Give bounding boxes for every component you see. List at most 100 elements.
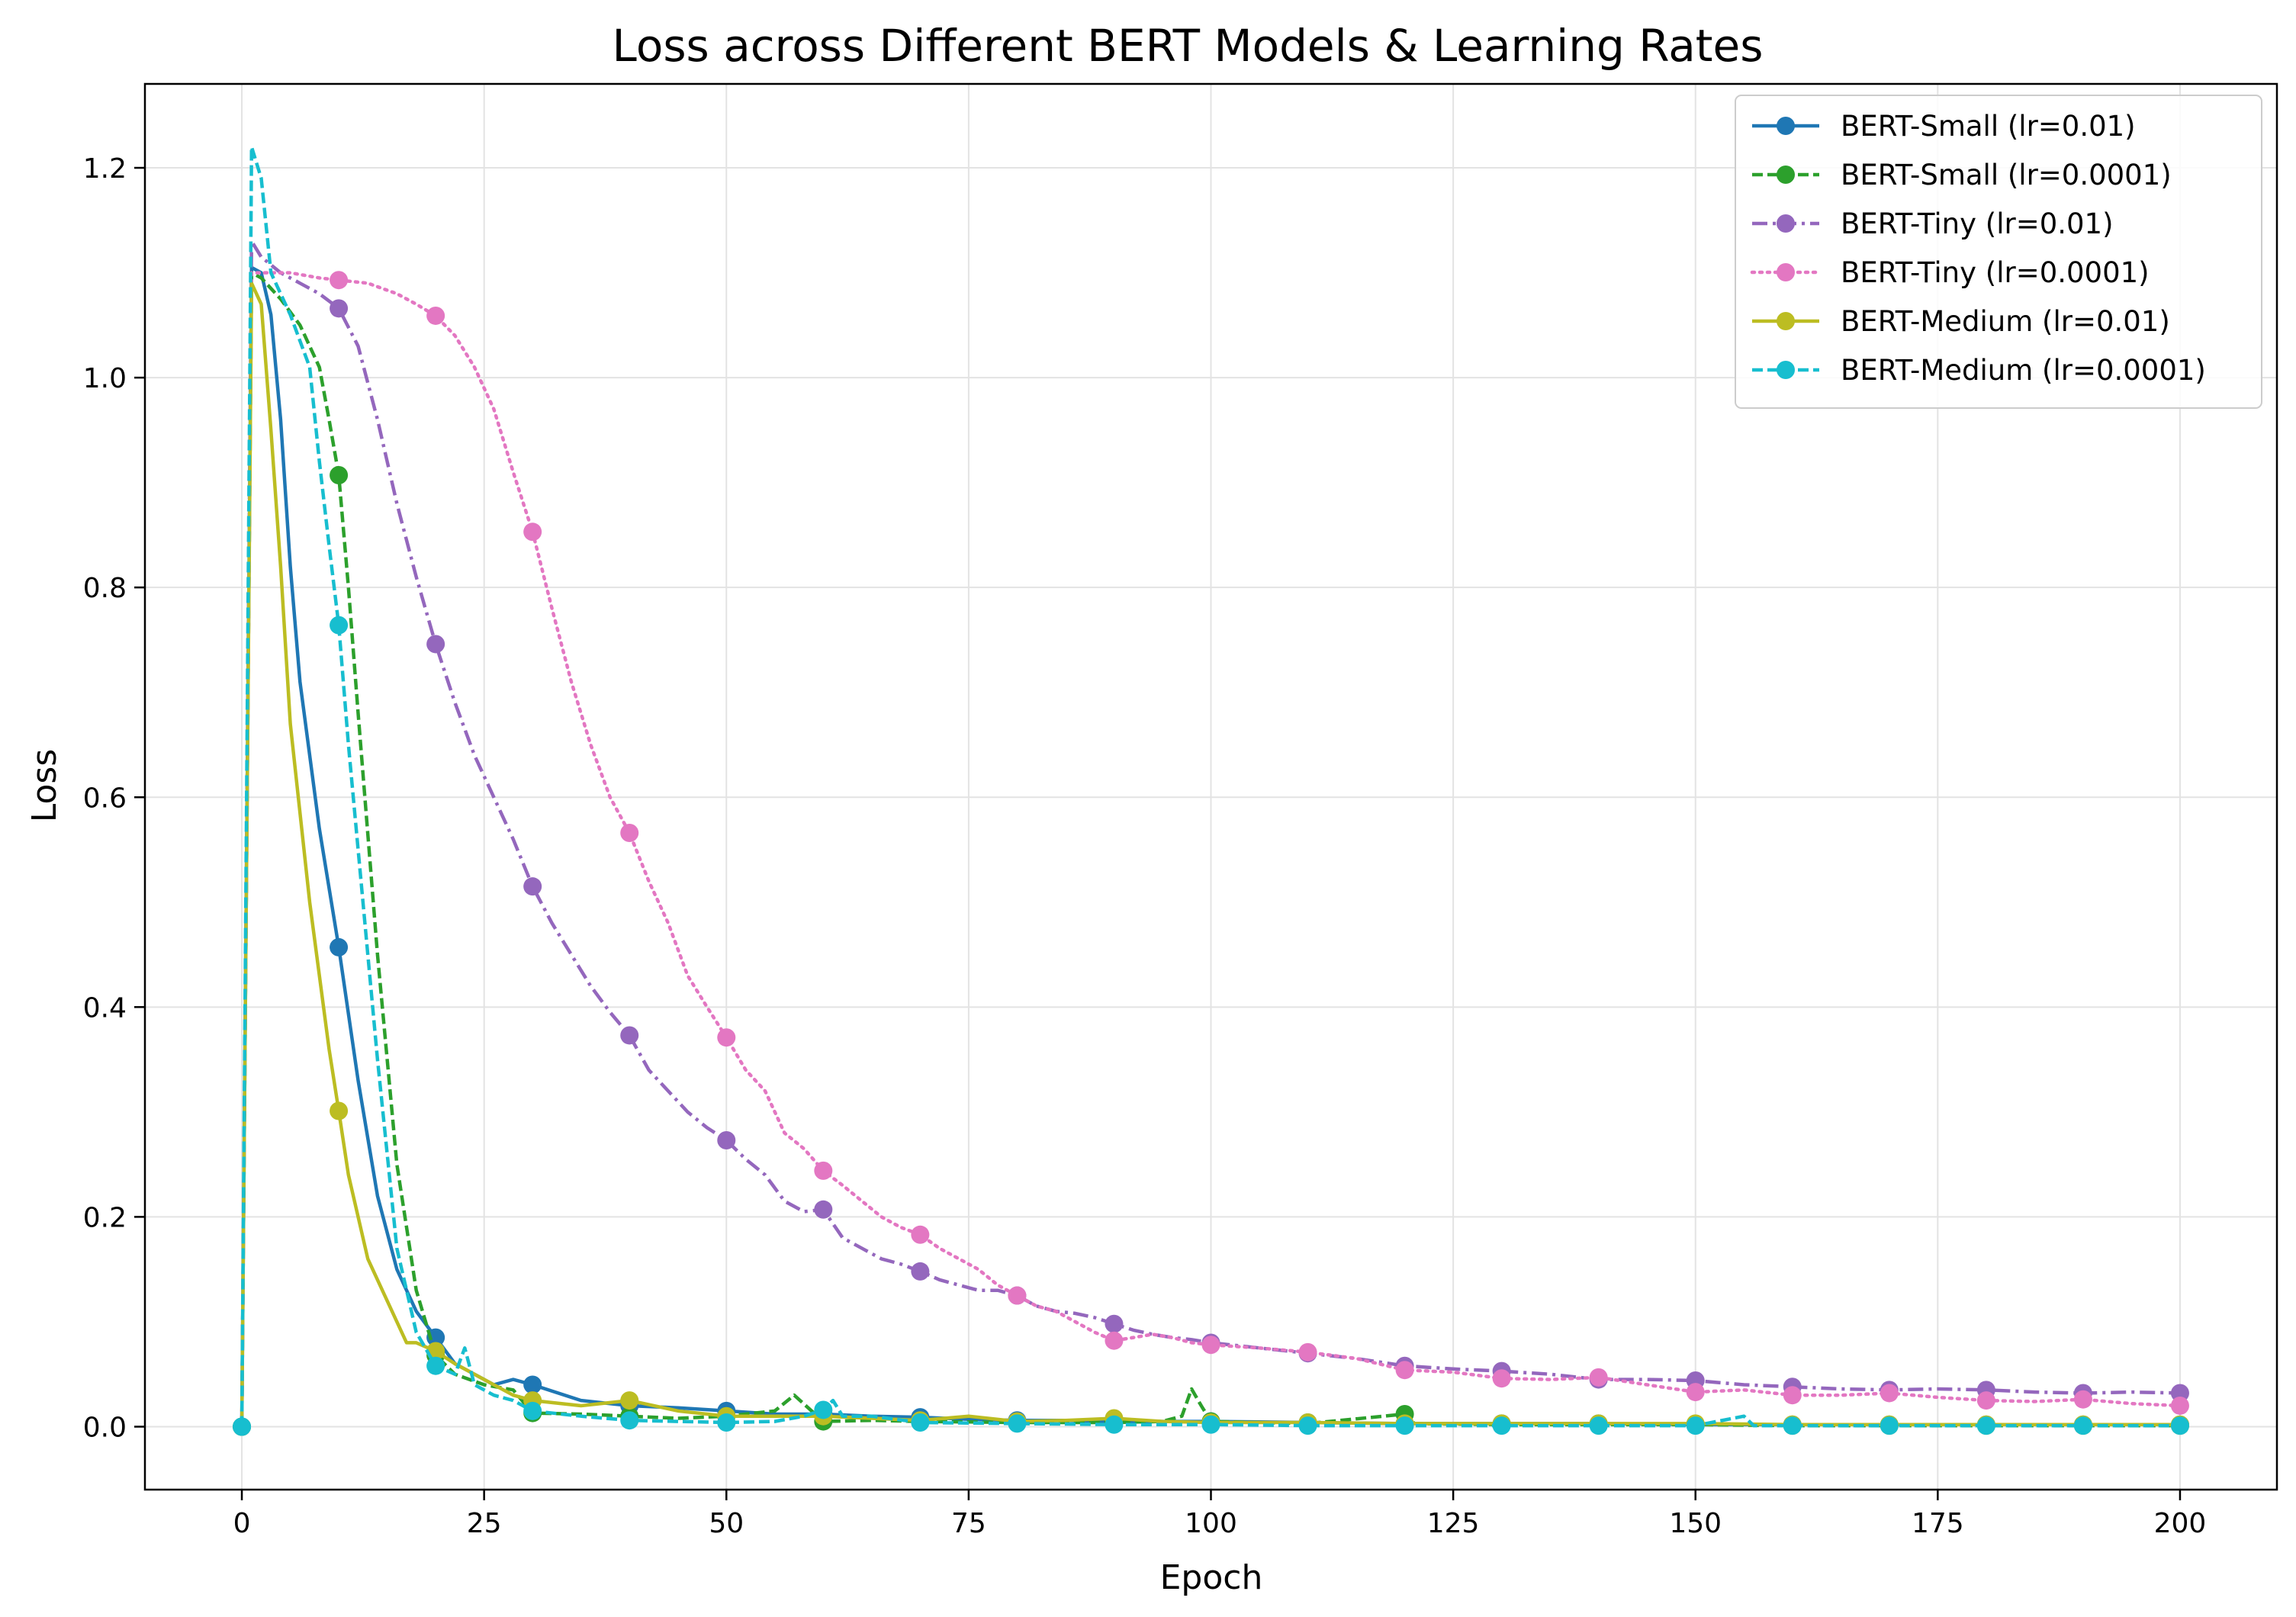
chart-title: Loss across Different BERT Models & Lear… [613,20,1764,72]
legend-label: BERT-Medium (lr=0.0001) [1841,354,2206,387]
series-line [240,271,2182,1429]
data-point [1395,1361,1414,1380]
data-point [1008,1414,1027,1433]
data-point [1492,1416,1511,1435]
data-point [814,1161,833,1180]
y-tick-label: 0.4 [83,992,127,1024]
data-point [1008,1286,1027,1305]
data-point [911,1413,930,1432]
legend-box [1735,95,2262,409]
data-point [1880,1384,1899,1403]
y-tick-label: 0.8 [83,573,127,604]
y-tick-label: 0.6 [83,783,127,814]
data-point [1589,1368,1608,1387]
data-point [1105,1415,1124,1434]
data-point [2170,1416,2189,1435]
legend-item: BERT-Medium (lr=0.0001) [1752,354,2206,387]
data-point [814,1400,833,1419]
data-point [330,937,349,956]
legend-marker [1777,263,1795,281]
data-point [1783,1386,1802,1405]
data-point [426,635,445,654]
legend-item: BERT-Medium (lr=0.01) [1752,305,2170,338]
x-tick-label: 25 [467,1508,502,1539]
legend-marker [1777,166,1795,184]
data-point [1395,1416,1414,1435]
x-tick-label: 50 [709,1508,744,1539]
data-point [426,306,445,325]
data-point [330,616,349,635]
data-point [620,1411,639,1430]
y-tick-label: 0.2 [83,1202,127,1233]
data-point [911,1262,930,1281]
data-point [523,522,542,542]
y-tick-label: 1.2 [83,153,127,185]
data-point [1686,1416,1705,1435]
data-point [1201,1336,1220,1355]
data-point [1105,1314,1124,1333]
series-3 [240,271,2189,1429]
data-point [2073,1416,2092,1435]
data-point [1105,1331,1124,1350]
x-tick-label: 175 [1912,1508,1964,1539]
data-point [1880,1416,1899,1435]
legend-item: BERT-Tiny (lr=0.01) [1752,207,2114,240]
data-point [814,1200,833,1219]
data-point [1976,1416,1995,1435]
legend-marker [1777,117,1795,135]
series-line [240,145,2180,1428]
data-point [523,877,542,896]
series-line [240,271,2180,1428]
data-point [523,1375,542,1394]
legend-label: BERT-Medium (lr=0.01) [1841,305,2170,338]
ticks: 0 25 50 75 100 125 150 175 200 0.0 0.2 0.4 0.6 0.8 1.0… [83,153,2207,1539]
data-point [911,1225,930,1244]
data-point [1492,1369,1511,1388]
x-tick-label: 100 [1185,1508,1237,1539]
x-tick-label: 150 [1669,1508,1722,1539]
data-point [1201,1415,1220,1434]
data-point [620,1026,639,1045]
data-point [717,1131,736,1150]
legend: BERT-Small (lr=0.01) BERT-Small (lr=0.000… [1735,95,2262,409]
data-point [426,1328,445,1347]
legend-marker [1777,361,1795,379]
data-point [717,1028,736,1047]
legend-label: BERT-Small (lr=0.0001) [1841,159,2172,191]
y-axis-label: Loss [25,749,64,823]
data-point [330,466,349,485]
data-point [523,1401,542,1420]
data-point [620,824,639,843]
data-point [1686,1383,1705,1402]
data-point [2170,1384,2189,1403]
data-point [1976,1391,1995,1410]
data-point [233,1417,252,1436]
series-5 [233,145,2189,1436]
y-tick-label: 1.0 [83,363,127,394]
data-point [620,1391,639,1410]
data-point [2170,1396,2189,1415]
data-point [2073,1390,2092,1409]
x-tick-label: 200 [2154,1508,2207,1539]
data-point [330,299,349,318]
x-tick-label: 75 [951,1508,986,1539]
data-point [1298,1342,1317,1361]
legend-marker [1777,214,1795,233]
data-point [1298,1416,1317,1435]
legend-item: BERT-Tiny (lr=0.0001) [1750,256,2150,289]
y-tick-label: 0.0 [83,1412,127,1443]
legend-marker [1777,312,1795,330]
legend-item: BERT-Small (lr=0.01) [1752,110,2136,143]
data-point [426,1356,445,1375]
legend-item: BERT-Small (lr=0.0001) [1752,159,2172,191]
series-line [240,239,2181,1427]
x-tick-label: 125 [1427,1508,1480,1539]
data-point [1783,1416,1802,1435]
data-point [330,271,349,290]
series-layer [233,145,2189,1436]
data-point [1589,1416,1608,1435]
legend-label: BERT-Tiny (lr=0.01) [1841,207,2114,240]
x-tick-label: 0 [233,1508,251,1539]
legend-label: BERT-Tiny (lr=0.0001) [1841,256,2150,289]
